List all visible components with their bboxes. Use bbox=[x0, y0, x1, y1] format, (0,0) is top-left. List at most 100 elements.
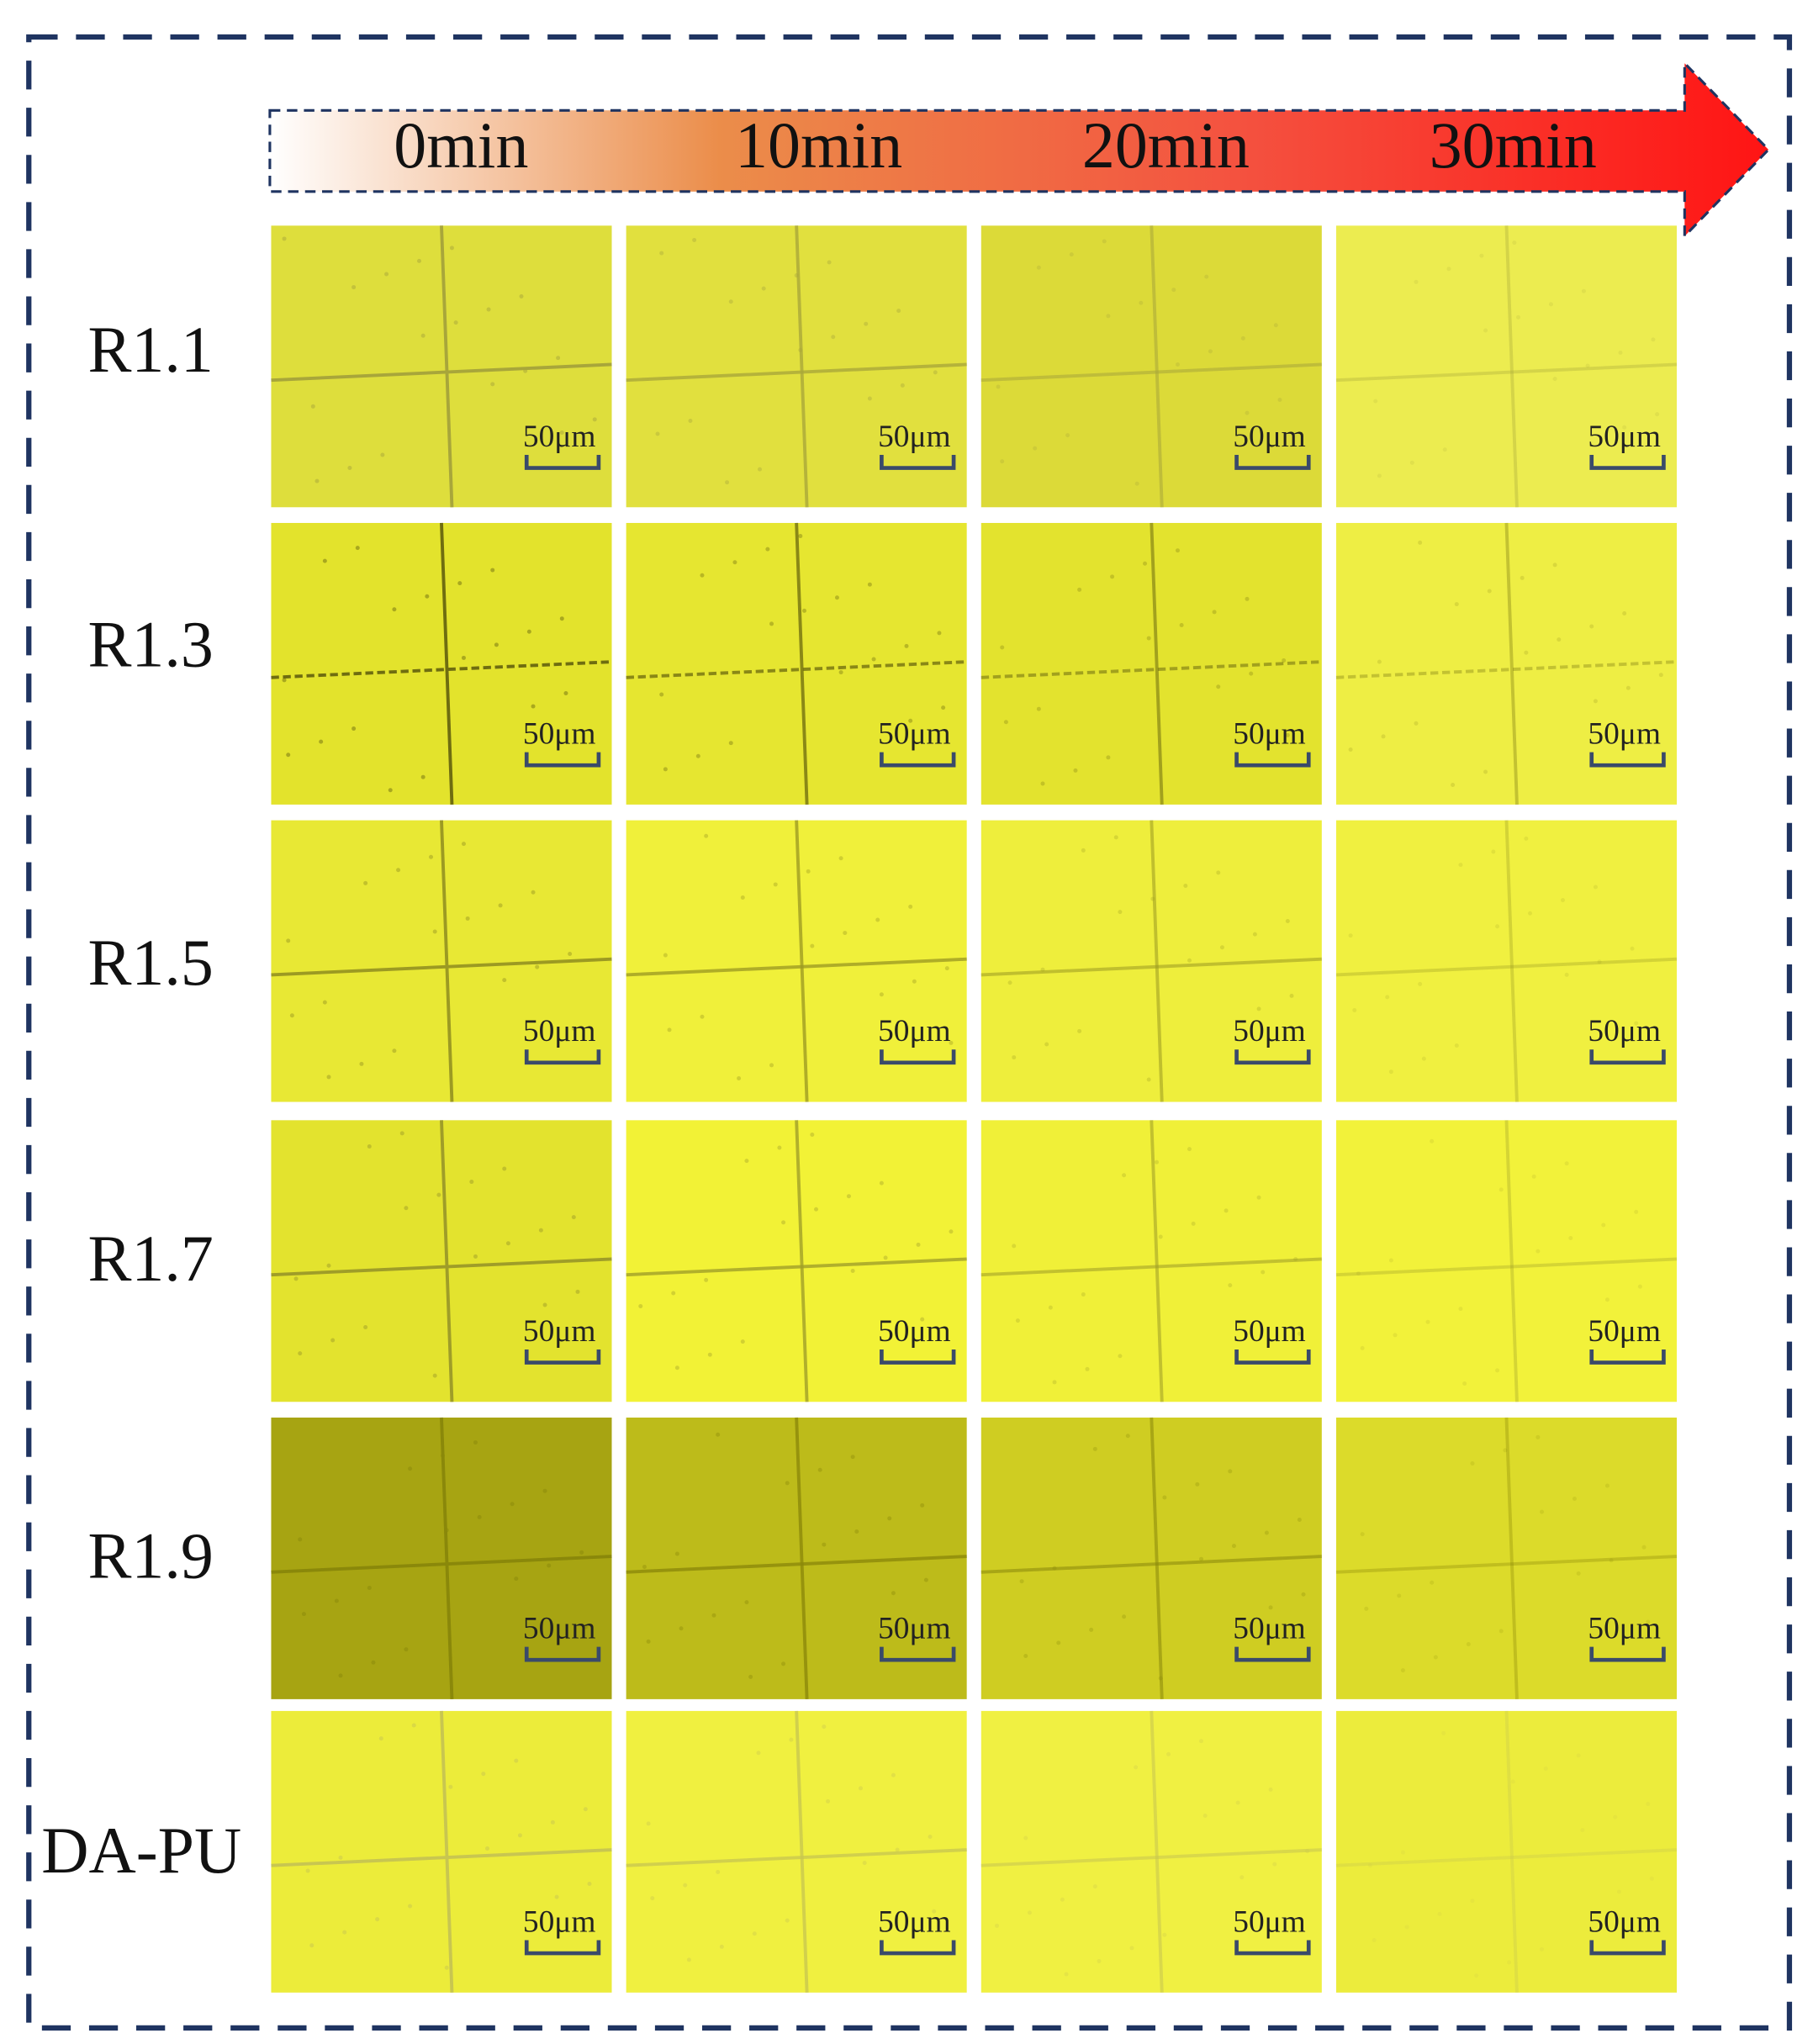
speck bbox=[420, 774, 426, 779]
speck bbox=[663, 953, 668, 958]
speck bbox=[538, 1228, 543, 1233]
speck bbox=[941, 705, 946, 710]
crack-horizontal bbox=[980, 1555, 1322, 1574]
speck bbox=[481, 1772, 486, 1777]
speck bbox=[704, 833, 709, 838]
speck bbox=[1092, 1884, 1097, 1889]
micrograph: 50μm bbox=[980, 522, 1322, 805]
speck bbox=[1012, 1244, 1017, 1249]
speck bbox=[575, 1289, 580, 1294]
speck bbox=[1158, 1234, 1163, 1239]
crack-vertical bbox=[1504, 820, 1519, 1102]
speck bbox=[1143, 561, 1148, 566]
speck bbox=[740, 895, 745, 901]
speck bbox=[719, 1944, 724, 1949]
speck bbox=[1536, 1434, 1541, 1439]
speck bbox=[1092, 1446, 1097, 1451]
speck bbox=[1089, 1627, 1094, 1632]
crack-vertical bbox=[1504, 1710, 1519, 1993]
speck bbox=[1622, 610, 1627, 615]
row-label: R1.9 bbox=[87, 1520, 213, 1592]
speck bbox=[477, 1514, 482, 1519]
speck bbox=[1125, 1434, 1130, 1439]
speck bbox=[867, 396, 872, 401]
speck bbox=[769, 621, 774, 626]
speck bbox=[363, 880, 368, 885]
speck bbox=[1520, 575, 1525, 580]
speck bbox=[583, 1624, 588, 1629]
speck bbox=[1564, 1161, 1569, 1166]
speck bbox=[1102, 239, 1107, 244]
speck bbox=[298, 1537, 303, 1542]
speck bbox=[700, 573, 705, 578]
speck bbox=[1364, 1606, 1369, 1611]
speck bbox=[1245, 410, 1250, 415]
speck bbox=[1056, 1640, 1061, 1645]
speck bbox=[1622, 425, 1627, 430]
speck bbox=[1604, 1297, 1610, 1302]
speck bbox=[1557, 637, 1562, 642]
speck bbox=[1003, 720, 1008, 725]
micrograph: 50μm bbox=[1335, 1120, 1678, 1402]
speck bbox=[1040, 967, 1045, 972]
speck bbox=[526, 629, 531, 634]
speck bbox=[1404, 1925, 1409, 1930]
speck bbox=[1418, 981, 1423, 986]
speck bbox=[781, 1661, 786, 1666]
speck bbox=[1106, 755, 1111, 760]
scale-bar-label: 50μm bbox=[1233, 1314, 1306, 1349]
speck bbox=[879, 992, 884, 997]
crack-horizontal bbox=[271, 660, 612, 679]
scale-bar-label: 50μm bbox=[1233, 1014, 1306, 1048]
speck bbox=[895, 1847, 900, 1852]
row-label: R1.1 bbox=[87, 314, 213, 386]
speck bbox=[1175, 362, 1180, 367]
speck bbox=[756, 1751, 761, 1756]
micrograph: 50μm bbox=[271, 820, 612, 1102]
speck bbox=[1585, 363, 1590, 368]
speck bbox=[908, 904, 913, 909]
speck bbox=[900, 383, 905, 388]
speck bbox=[1044, 1042, 1049, 1047]
speck bbox=[916, 1242, 921, 1247]
speck bbox=[659, 692, 664, 697]
crack-horizontal bbox=[1335, 957, 1678, 977]
scale-bar-label: 50μm bbox=[523, 1014, 596, 1048]
speck bbox=[1019, 1579, 1024, 1584]
speck bbox=[1216, 870, 1221, 875]
scale-bar bbox=[880, 454, 956, 470]
speck bbox=[1637, 1284, 1642, 1289]
speck bbox=[305, 1868, 310, 1873]
speck bbox=[461, 842, 466, 847]
speck bbox=[310, 404, 315, 409]
speck bbox=[514, 1577, 519, 1582]
speck bbox=[523, 368, 528, 373]
speck bbox=[704, 1277, 709, 1282]
speck bbox=[469, 1180, 474, 1185]
speck bbox=[686, 1957, 691, 1962]
speck bbox=[378, 1736, 383, 1741]
row-label: R1.7 bbox=[87, 1223, 213, 1295]
scale-bar bbox=[880, 752, 956, 768]
speck bbox=[1199, 1739, 1203, 1744]
speck bbox=[692, 237, 697, 242]
speck bbox=[542, 1488, 547, 1493]
speck bbox=[1388, 1258, 1393, 1263]
crack-vertical bbox=[795, 1120, 809, 1402]
speck bbox=[449, 246, 454, 251]
speck bbox=[1634, 1209, 1639, 1214]
speck bbox=[716, 1432, 721, 1437]
speck bbox=[1264, 1530, 1269, 1535]
speck bbox=[769, 1063, 774, 1068]
speck bbox=[1367, 1863, 1372, 1868]
speck bbox=[949, 1229, 954, 1234]
speck bbox=[1483, 769, 1488, 774]
speck bbox=[1507, 1960, 1512, 1965]
speck bbox=[531, 704, 536, 709]
speck bbox=[822, 1542, 827, 1547]
speck bbox=[904, 643, 909, 648]
speck bbox=[301, 1612, 306, 1617]
speck bbox=[867, 582, 872, 587]
speck bbox=[1305, 1849, 1310, 1854]
speck bbox=[879, 1180, 884, 1186]
